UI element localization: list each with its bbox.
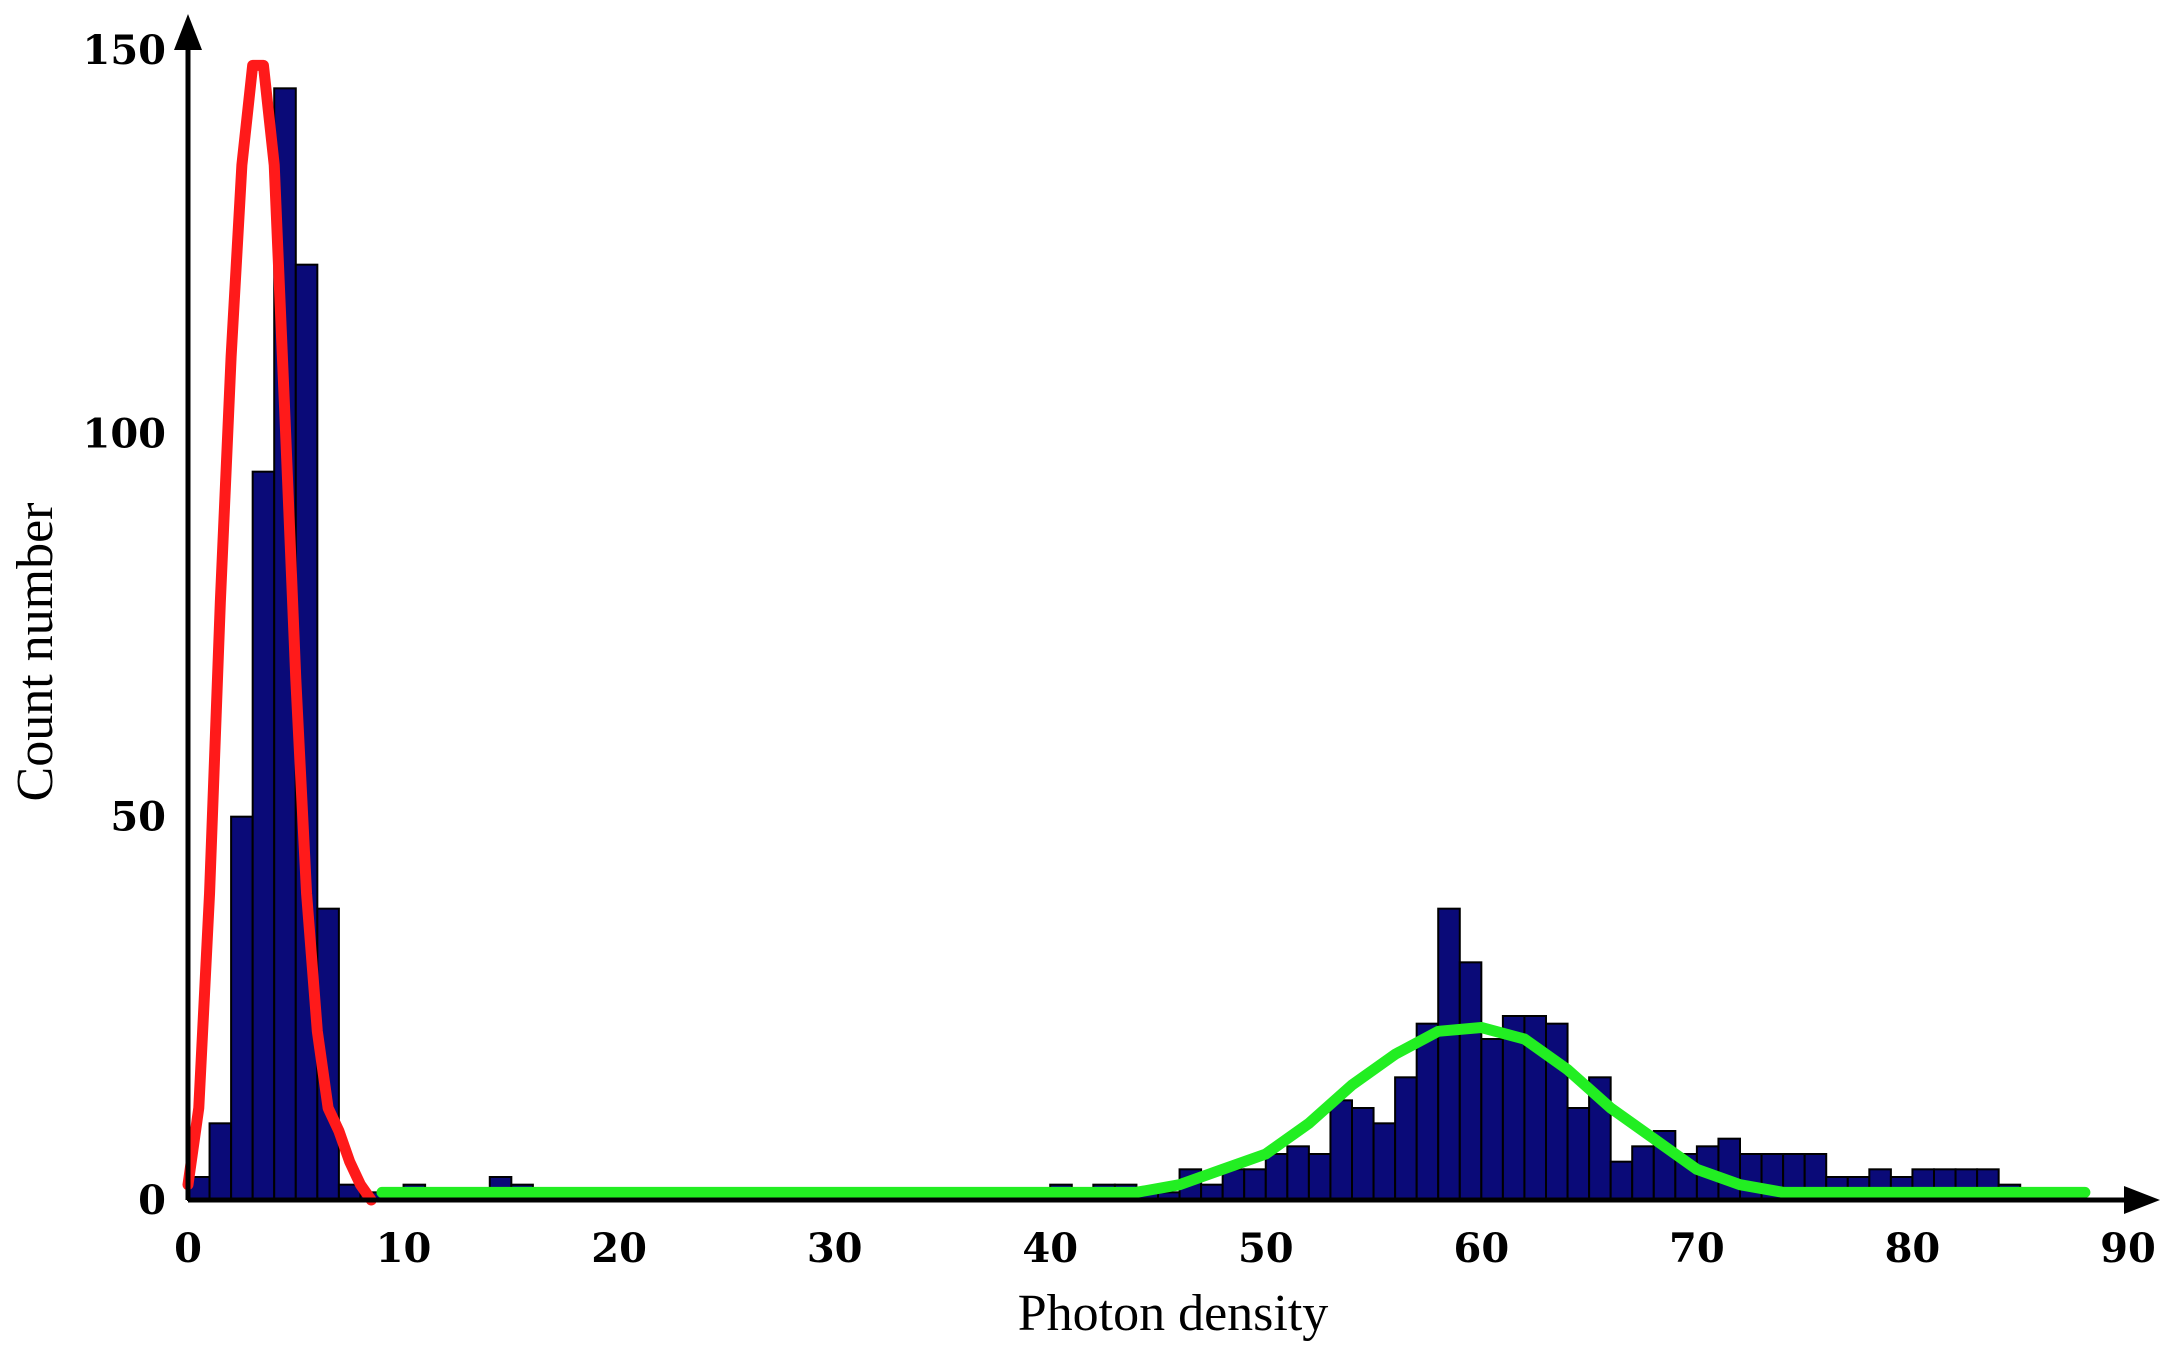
histogram-bar [1717, 1137, 1742, 1201]
histogram-bar [1394, 1076, 1418, 1202]
histogram-bar [1372, 1122, 1397, 1202]
x-axis-arrowhead [2124, 1186, 2160, 1214]
x-tick-label: 60 [1453, 1225, 1509, 1272]
histogram-bar [1415, 1022, 1440, 1202]
histogram-bar [251, 470, 276, 1201]
histogram-bar [1566, 1107, 1591, 1201]
histogram-bar [1243, 1168, 1267, 1202]
histogram-bar [1609, 1160, 1634, 1201]
x-tick-label: 90 [2100, 1225, 2156, 1272]
fit-curve-high-peak [376, 1022, 2091, 1198]
y-axis-title: Count number [7, 503, 64, 802]
histogram-bar [1286, 1145, 1310, 1202]
x-tick-label: 40 [1022, 1225, 1078, 1272]
fit-curve-low-peak [182, 59, 377, 1206]
y-tick-label: 0 [138, 1177, 166, 1224]
y-tick-labels: 0 50 100 150 [83, 27, 167, 1224]
histogram-bar [230, 815, 254, 1202]
histogram-bars [187, 87, 2086, 1202]
x-tick-label: 70 [1669, 1225, 1725, 1272]
y-tick-label: 100 [83, 410, 167, 457]
x-axis-title: Photon density [1018, 1285, 1329, 1342]
y-tick-label: 50 [110, 794, 166, 841]
histogram-bar [1631, 1145, 1655, 1202]
x-tick-label: 30 [807, 1225, 863, 1272]
histogram-bar [1307, 1153, 1332, 1201]
x-tick-label: 80 [1885, 1225, 1941, 1272]
fit-curves [182, 59, 2091, 1206]
x-tick-label: 50 [1238, 1225, 1294, 1272]
histogram-bar [1480, 1038, 1504, 1201]
histogram-bar [1351, 1107, 1375, 1201]
x-tick-label: 10 [376, 1225, 432, 1272]
x-tick-label: 0 [174, 1225, 202, 1272]
histogram-bar [1329, 1099, 1354, 1202]
histogram-bar [208, 1122, 233, 1202]
histogram-bar [1264, 1153, 1289, 1201]
x-tick-labels: 0 10 20 30 40 50 60 70 80 90 [174, 1225, 2156, 1272]
y-axis-arrowhead [174, 14, 202, 50]
axes [174, 14, 2160, 1214]
x-tick-label: 20 [591, 1225, 647, 1272]
y-tick-label: 150 [83, 27, 167, 74]
histogram-bar [1458, 961, 1483, 1201]
histogram-bar [1437, 907, 1461, 1202]
